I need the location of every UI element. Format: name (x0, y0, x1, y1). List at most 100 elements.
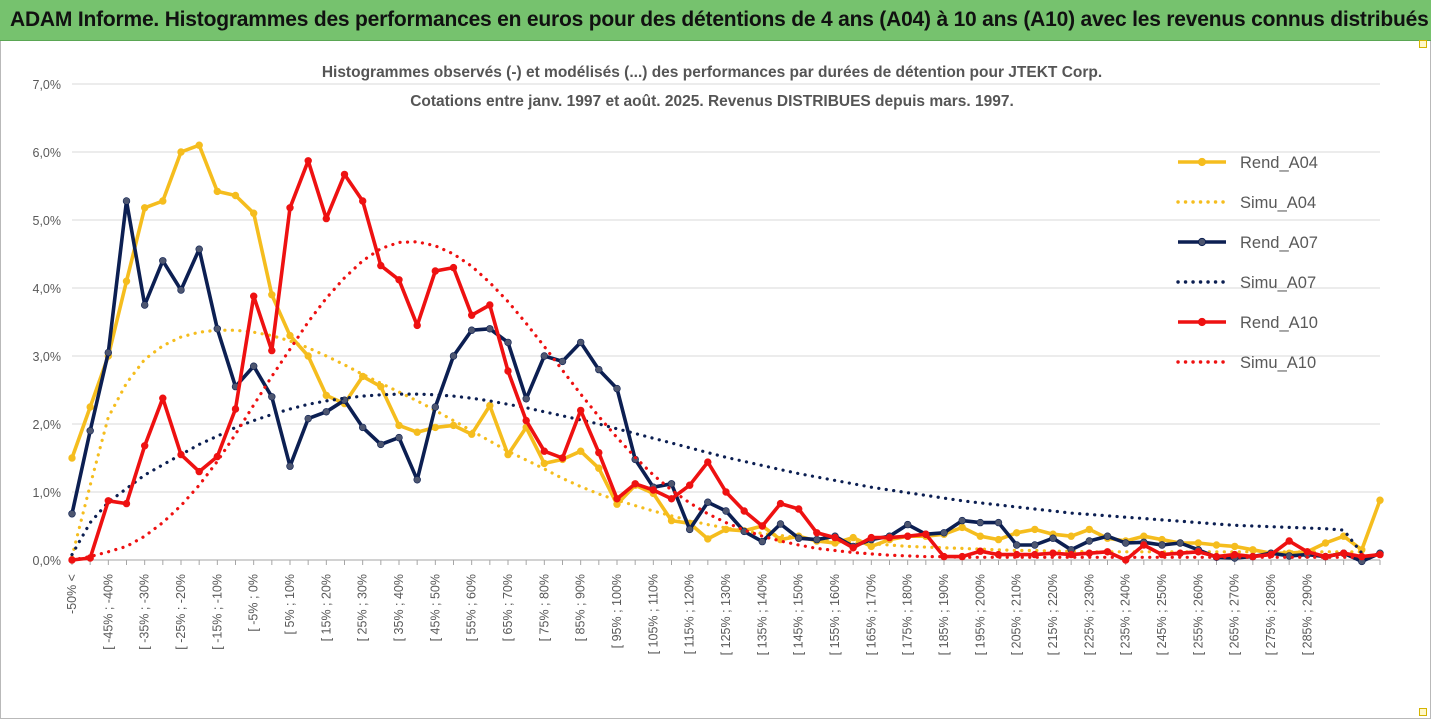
data-point-rend-a07 (377, 440, 385, 449)
data-point-rend-a10 (1339, 549, 1348, 557)
x-tick-label: [ 65% ; 70% (501, 574, 515, 641)
resize-handle-top-right[interactable] (1419, 40, 1427, 48)
data-point-rend-a07 (1121, 539, 1130, 547)
legend-label: Simu_A10 (1240, 354, 1316, 372)
data-point-rend-a10 (631, 480, 639, 488)
resize-handle-bottom-right[interactable] (1419, 708, 1427, 716)
x-tick-label: [ 225% ; 230% (1082, 574, 1096, 655)
data-point-rend-a10 (104, 497, 113, 505)
data-point-rend-a10 (558, 454, 567, 462)
legend-label: Rend_A07 (1240, 234, 1318, 252)
y-tick-label: 1,0% (33, 486, 62, 500)
data-point-rend-a07 (504, 338, 512, 347)
data-point-rend-a07 (122, 197, 131, 205)
data-point-rend-a10 (831, 533, 839, 542)
x-tick-label: [ 145% ; 150% (792, 574, 806, 655)
data-point-rend-a10 (813, 529, 821, 537)
data-point-rend-a10 (1376, 550, 1384, 559)
x-tick-label: [ 35% ; 40% (392, 574, 406, 641)
data-point-rend-a04 (431, 423, 439, 432)
data-point-rend-a10 (722, 488, 730, 496)
data-point-rend-a07 (468, 326, 476, 334)
legend-label: Rend_A04 (1240, 154, 1318, 172)
data-point-rend-a10 (540, 447, 548, 455)
data-point-rend-a04 (704, 535, 712, 543)
x-tick-label: [ -35% ; -30% (138, 574, 152, 650)
data-point-rend-a07 (540, 352, 548, 360)
x-tick-label: [ 25% ; 30% (356, 574, 370, 641)
data-point-rend-a07 (1012, 541, 1021, 549)
data-point-rend-a10 (268, 346, 276, 355)
data-point-rend-a10 (1049, 549, 1057, 557)
legend-entry-simu-a04[interactable]: Simu_A04 (1176, 194, 1316, 212)
legend-label: Simu_A07 (1240, 274, 1316, 292)
legend-marker (1197, 157, 1207, 167)
data-point-rend-a07 (994, 518, 1003, 527)
x-tick-label: [ -25% ; -20% (174, 574, 188, 650)
data-point-rend-a10 (776, 499, 785, 508)
data-point-rend-a07 (813, 535, 821, 544)
x-tick-label: [ 45% ; 50% (428, 574, 442, 641)
x-tick-label: [ 165% ; 170% (864, 574, 878, 655)
legend-entry-simu-a07[interactable]: Simu_A07 (1176, 274, 1316, 292)
data-point-rend-a10 (976, 547, 984, 555)
data-point-rend-a10 (667, 495, 676, 503)
legend-entry-simu-a10[interactable]: Simu_A10 (1176, 354, 1316, 372)
x-tick-label: [ 125% ; 130% (719, 574, 733, 655)
data-point-rend-a10 (504, 367, 512, 375)
data-point-rend-a04 (1321, 539, 1330, 547)
data-point-rend-a07 (1176, 539, 1184, 547)
data-point-rend-a10 (903, 532, 912, 540)
data-point-rend-a07 (159, 257, 167, 265)
data-point-rend-a04 (177, 148, 185, 156)
data-point-rend-a04 (667, 516, 676, 525)
x-tick-label: [ -5% ; 0% (247, 574, 261, 632)
data-point-rend-a10 (340, 170, 349, 179)
legend-entry-rend-a04[interactable]: Rend_A04 (1178, 154, 1318, 172)
x-tick-label: [ 75% ; 80% (537, 574, 551, 641)
data-point-rend-a04 (413, 428, 421, 436)
data-point-rend-a07 (304, 414, 312, 423)
data-point-rend-a07 (250, 362, 258, 370)
data-point-rend-a07 (1103, 532, 1112, 540)
x-tick-label: [ 175% ; 180% (901, 574, 915, 655)
data-point-rend-a10 (141, 442, 149, 450)
x-tick-label: [ 265% ; 270% (1228, 574, 1242, 655)
x-tick-label: [ 255% ; 260% (1191, 574, 1205, 655)
data-point-rend-a10 (377, 261, 385, 270)
data-point-rend-a04 (141, 204, 149, 212)
data-point-rend-a04 (540, 459, 548, 468)
data-point-rend-a04 (250, 209, 258, 217)
data-point-rend-a07 (722, 507, 730, 515)
data-point-rend-a07 (486, 325, 494, 333)
data-point-rend-a04 (1012, 529, 1021, 537)
data-point-rend-a07 (141, 301, 149, 309)
data-point-rend-a10 (595, 448, 603, 457)
data-point-rend-a04 (1339, 532, 1348, 540)
series-line-simu-a04 (70, 328, 1364, 559)
data-point-rend-a04 (958, 523, 966, 532)
data-point-rend-a07 (322, 408, 330, 416)
data-point-rend-a04 (286, 331, 294, 340)
chart-legend[interactable]: Rend_A04 Simu_A04 Rend_A07 Simu_A07 Rend_A10… (1176, 154, 1318, 372)
x-tick-label: [ 155% ; 160% (828, 574, 842, 655)
data-point-rend-a10 (576, 406, 585, 415)
data-point-rend-a04 (849, 533, 857, 542)
data-point-rend-a04 (1031, 525, 1039, 534)
data-point-rend-a04 (322, 391, 330, 400)
data-point-rend-a04 (213, 187, 222, 196)
data-point-rend-a10 (359, 197, 367, 205)
data-point-rend-a10 (159, 394, 167, 402)
legend-entry-rend-a07[interactable]: Rend_A07 (1178, 234, 1318, 252)
data-point-rend-a07 (1049, 534, 1057, 542)
chart-title: Histogrammes observés (-) et modélisés (… (322, 64, 1102, 81)
data-point-rend-a07 (667, 480, 676, 488)
data-point-rend-a10 (922, 530, 930, 538)
data-point-rend-a04 (1230, 542, 1239, 551)
data-point-rend-a04 (1194, 539, 1203, 547)
data-point-rend-a10 (1285, 537, 1293, 545)
legend-entry-rend-a10[interactable]: Rend_A10 (1178, 314, 1318, 332)
data-point-rend-a04 (486, 401, 494, 410)
data-point-rend-a07 (86, 427, 94, 435)
data-point-rend-a07 (431, 403, 439, 411)
